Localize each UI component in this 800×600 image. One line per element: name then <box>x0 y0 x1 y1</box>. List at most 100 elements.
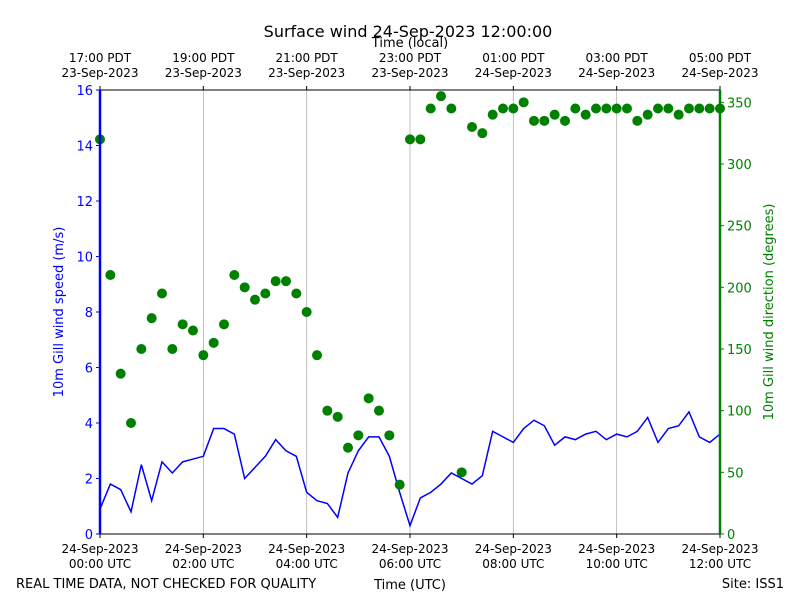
direction-point <box>167 344 178 354</box>
y2-tick-label: 300 <box>727 158 752 173</box>
top-tick-label: 01:00 PDT 24-Sep-2023 <box>474 51 552 80</box>
y-tick-label: 8 <box>85 306 93 321</box>
y-tick-label: 0 <box>85 528 93 543</box>
top-tick-label: 03:00 PDT 24-Sep-2023 <box>578 51 656 80</box>
footer-left: REAL TIME DATA, NOT CHECKED FOR QUALITY <box>16 577 316 592</box>
y2-tick-label: 350 <box>727 96 752 111</box>
x-tick-label: 24-Sep-2023 10:00 UTC <box>578 542 656 571</box>
direction-point <box>622 103 632 114</box>
y-tick-label: 2 <box>85 473 93 488</box>
direction-point <box>508 103 519 114</box>
direction-point <box>591 103 601 114</box>
direction-point <box>208 337 219 348</box>
top-tick-label: 21:00 PDT 23-Sep-2023 <box>268 51 346 80</box>
direction-point <box>673 109 684 120</box>
direction-point <box>374 405 384 416</box>
x-tick-label: 24-Sep-2023 06:00 UTC <box>371 542 449 571</box>
direction-point <box>384 430 395 441</box>
direction-point <box>456 467 467 478</box>
direction-point <box>332 411 343 422</box>
x-tick-label: 24-Sep-2023 12:00 UTC <box>681 542 759 571</box>
direction-point <box>425 103 436 114</box>
direction-point <box>136 344 147 354</box>
direction-point <box>291 288 302 299</box>
direction-point <box>301 307 312 317</box>
direction-point <box>105 270 116 280</box>
y2-tick-label: 0 <box>727 528 735 543</box>
direction-point <box>312 350 322 361</box>
direction-point <box>684 103 694 114</box>
direction-point <box>529 115 539 126</box>
direction-point <box>343 442 353 453</box>
direction-point <box>477 128 488 139</box>
y-tick-label: 14 <box>76 140 93 155</box>
direction-point <box>405 134 415 145</box>
direction-point <box>653 103 663 114</box>
direction-point <box>115 368 126 379</box>
direction-point <box>663 103 674 114</box>
direction-point <box>632 115 643 126</box>
speed-line <box>99 410 721 528</box>
direction-point <box>539 115 550 126</box>
direction-point <box>611 103 622 114</box>
direction-point <box>270 276 281 287</box>
y2-tick-label: 150 <box>727 343 752 358</box>
direction-point <box>415 134 426 145</box>
direction-point <box>487 109 498 120</box>
x-tick-label: 24-Sep-2023 08:00 UTC <box>474 542 552 571</box>
top-tick-label: 05:00 PDT 24-Sep-2023 <box>681 51 759 80</box>
y-tick-label: 4 <box>85 417 93 432</box>
direction-point <box>146 313 157 324</box>
chart-title: Surface wind 24-Sep-2023 12:00:00 <box>264 22 553 41</box>
direction-point <box>704 103 715 114</box>
direction-point <box>560 115 570 126</box>
direction-point <box>229 270 240 280</box>
direction-point <box>250 294 260 305</box>
y2-tick-label: 200 <box>727 281 752 296</box>
top-tick-label: 17:00 PDT 23-Sep-2023 <box>61 51 139 80</box>
direction-point <box>219 319 229 330</box>
y2-axis-label: 10m Gill wind direction (degrees) <box>762 204 777 421</box>
direction-point <box>642 109 653 120</box>
direction-point <box>436 91 446 102</box>
y-tick-label: 12 <box>76 195 93 210</box>
direction-point <box>498 103 508 114</box>
direction-point <box>394 479 405 490</box>
direction-point <box>580 109 591 120</box>
direction-point <box>549 109 560 120</box>
direction-point <box>322 405 333 416</box>
x-tick-label: 24-Sep-2023 00:00 UTC <box>61 542 139 571</box>
direction-point <box>177 319 188 330</box>
x-axis-label: Time (UTC) <box>373 578 446 593</box>
direction-point <box>239 282 250 293</box>
top-tick-label: 23:00 PDT 23-Sep-2023 <box>371 51 449 80</box>
direction-point <box>601 103 612 114</box>
y-axis-label: 10m Gill wind speed (m/s) <box>52 227 67 398</box>
y-tick-label: 10 <box>76 251 93 266</box>
direction-point <box>570 103 581 114</box>
direction-point <box>363 393 374 404</box>
top-tick-label: 19:00 PDT 23-Sep-2023 <box>164 51 242 80</box>
direction-point <box>694 103 705 114</box>
direction-point <box>198 350 209 361</box>
direction-point <box>188 325 198 336</box>
direction-point <box>260 288 271 299</box>
direction-point <box>157 288 167 299</box>
direction-point <box>446 103 457 114</box>
top-axis-label: Time (local) <box>371 36 448 51</box>
y-tick-label: 6 <box>85 362 93 377</box>
x-tick-label: 24-Sep-2023 02:00 UTC <box>164 542 242 571</box>
y-tick-label: 16 <box>76 84 93 99</box>
x-tick-label: 24-Sep-2023 04:00 UTC <box>268 542 346 571</box>
y2-tick-label: 100 <box>727 405 752 420</box>
direction-point <box>126 418 136 428</box>
direction-point <box>353 430 364 441</box>
y2-tick-label: 250 <box>727 220 752 235</box>
footer-right: Site: ISS1 <box>722 577 784 592</box>
y2-tick-label: 50 <box>727 466 744 481</box>
direction-point <box>467 122 477 132</box>
direction-point <box>281 276 291 287</box>
direction-point <box>518 97 529 108</box>
